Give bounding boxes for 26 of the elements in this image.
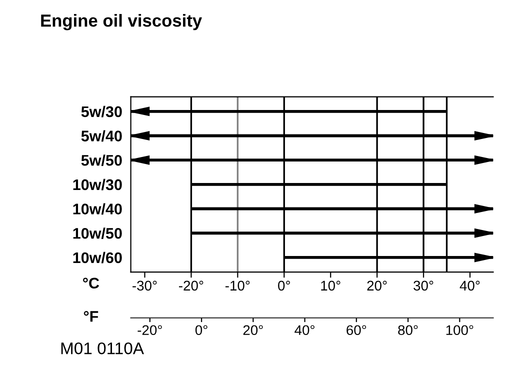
x-tick-label: -10° [225,280,250,291]
y-tick-label: 10w/30 [73,178,122,190]
x2-tick-label: 40° [294,325,314,336]
text: M01 0110A [61,342,144,354]
x2-tick-label: 100° [446,325,474,336]
y-tick-label: 5w/50 [81,154,122,166]
x2-tick-label: 60° [346,325,366,336]
x2-tick-label: 80° [398,325,418,336]
x-tick-label: -20° [179,280,204,291]
chart-title: Engine oil viscosity [41,14,202,30]
x-tick-label: 30° [414,280,434,291]
x-tick-label: 20° [367,280,387,291]
y-tick-label: 5w/30 [81,106,122,118]
y-tick-label: 10w/50 [73,228,122,239]
y-tick-label: 10w/40 [73,203,122,215]
x2-tick-label: -20° [138,325,162,336]
x-tick-label: 40° [460,280,480,291]
x-tick-label: 0° [278,280,290,291]
x2-axis-title: °F [84,311,98,322]
y-tick-label: 10w/60 [73,252,122,264]
x-tick-label: 10° [321,280,340,291]
y-tick-label: 5w/40 [81,130,122,142]
x-tick-label: -30° [132,280,157,291]
x-axis-title: °C [83,278,100,289]
x2-tick-label: 0° [195,325,208,336]
x2-tick-label: 20° [243,325,263,336]
